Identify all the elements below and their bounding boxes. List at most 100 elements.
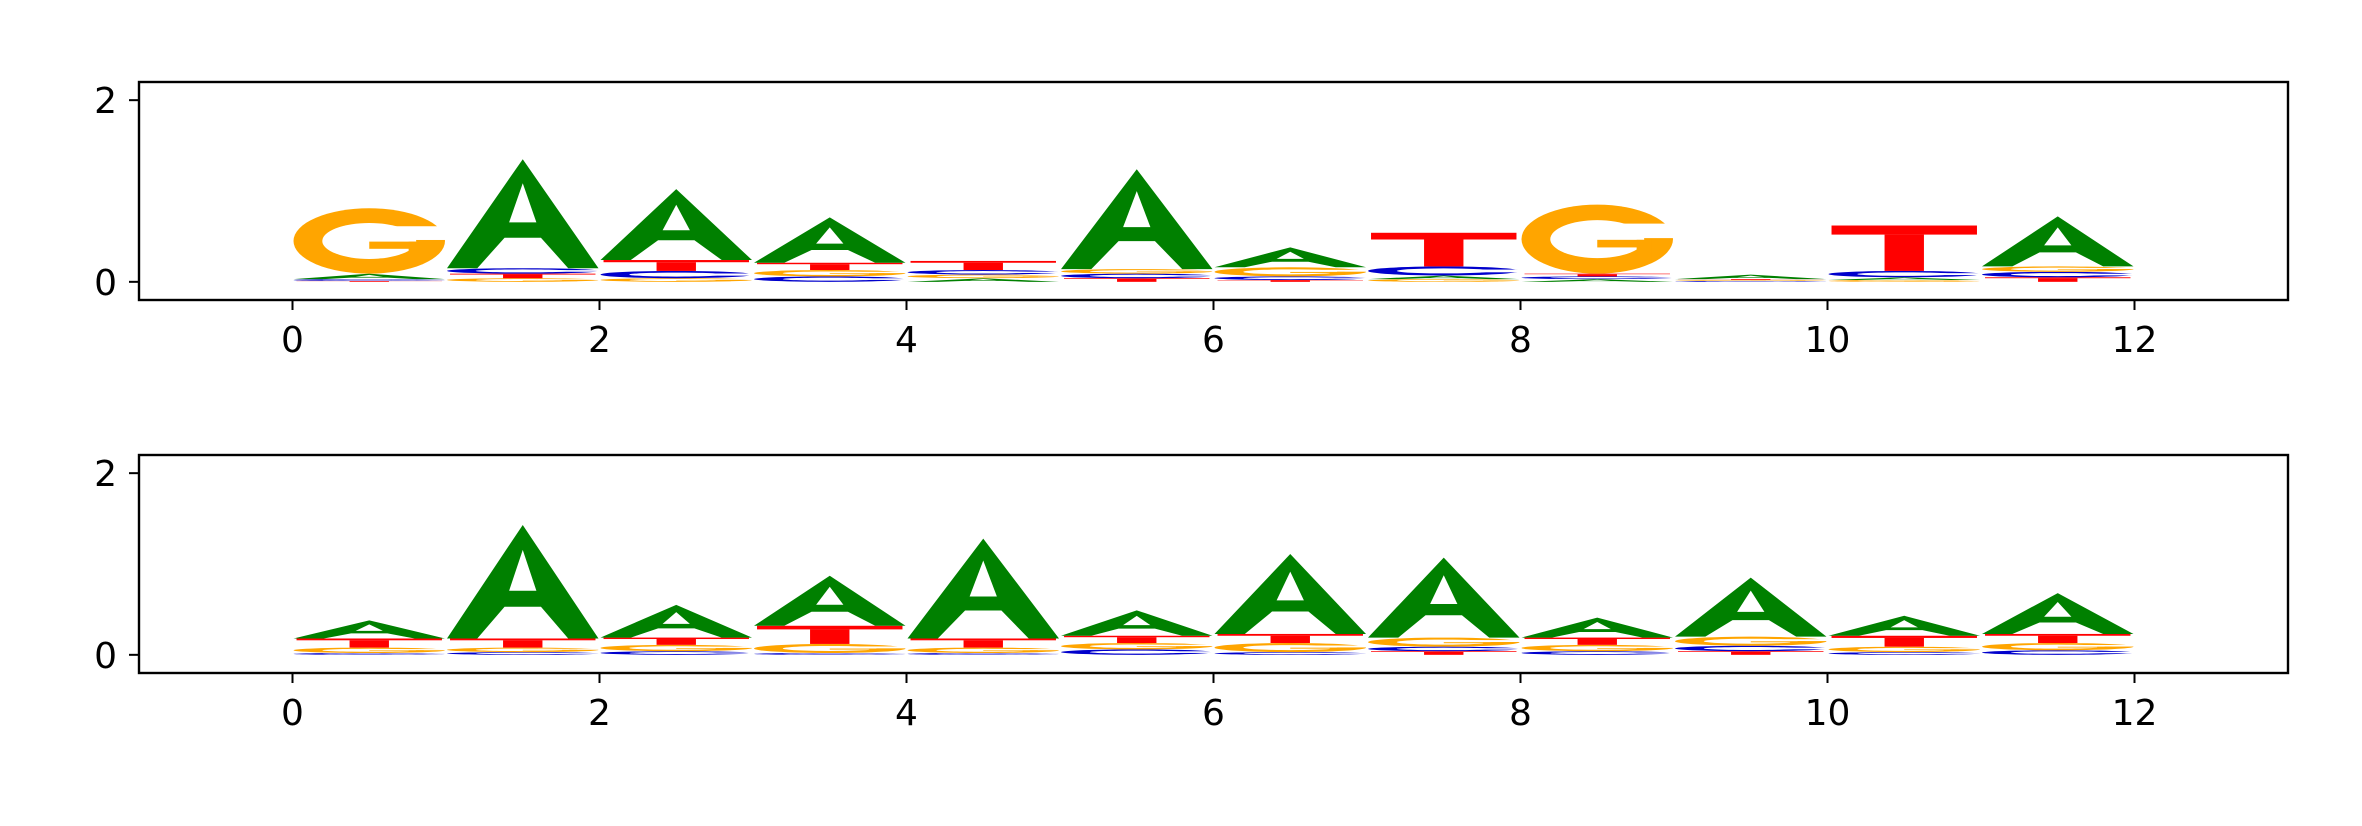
logo-letter-g [600, 278, 756, 282]
logo-letter-c [1982, 650, 2138, 655]
logo-letter-g [1368, 279, 1524, 282]
y-tick-label: 0 [94, 263, 117, 304]
logo-letter-a [1828, 277, 1980, 281]
logo-letter-c [1368, 266, 1524, 276]
logo-letter-c [600, 270, 756, 279]
logo-letter-c [754, 653, 910, 655]
logo-letter-t [603, 637, 749, 645]
x-tick-label: 8 [1509, 320, 1532, 361]
logo-letter-g [754, 270, 910, 277]
logo-letter-t [1064, 278, 1210, 282]
logo-letter-c [1061, 273, 1217, 279]
x-tick-label: 12 [2112, 693, 2158, 734]
logo-letter-g [293, 208, 449, 274]
logo-letter-g [1214, 643, 1370, 653]
logo-letter-t [450, 273, 596, 279]
logo-letter-c [907, 653, 1063, 655]
logo-letter-c [1061, 649, 1217, 655]
logo-letter-c [600, 651, 756, 655]
logo-letter-c [1982, 271, 2138, 278]
logo-letter-t [1371, 651, 1517, 655]
x-tick-label: 4 [895, 693, 918, 734]
logo-letter-a [600, 604, 752, 638]
logo-letter-c [1828, 270, 1984, 278]
logo-letter-a [1061, 169, 1213, 270]
logo-panel-top: 0 2 4 6 8 10 12 0 2 [94, 80, 2290, 361]
x-tick-label: 10 [1805, 693, 1851, 734]
logo-letter-g [1214, 267, 1370, 277]
logo-letter-g [1368, 637, 1524, 647]
logo-letter-a [1214, 247, 1366, 268]
logo-letter-c [754, 276, 910, 282]
logo-letter-c [1214, 652, 1370, 655]
logo-letter-c [1828, 652, 1984, 655]
logo-letter-t [1831, 225, 1977, 271]
logo-panel-bottom: 0 2 4 6 8 10 12 0 2 [94, 453, 2290, 734]
logo-letter-t [1217, 633, 1363, 644]
logo-letter-a [1828, 615, 1980, 636]
y-tick-label: 2 [94, 81, 117, 122]
logo-letter-t [1217, 280, 1363, 282]
logo-letter-t [757, 262, 903, 271]
logo-letter-g [1061, 269, 1217, 274]
logo-letter-a [1214, 554, 1366, 634]
logo-letter-c [1521, 276, 1677, 280]
logo-letter-t [910, 638, 1056, 648]
logo-letter-a [1982, 216, 2134, 267]
x-tick-label: 8 [1509, 693, 1532, 734]
logo-letter-t [910, 260, 1056, 271]
logo-letter-a [1368, 275, 1520, 280]
logo-letter-g [907, 647, 1063, 654]
x-tick-label: 10 [1805, 320, 1851, 361]
logo-letter-a [754, 217, 906, 263]
logo-letter-a [1521, 617, 1673, 638]
logo-letter-a [1061, 610, 1213, 636]
logo-letter-t [1371, 232, 1517, 267]
x-tick-label: 6 [1202, 320, 1225, 361]
logo-letter-g [1828, 646, 1984, 653]
x-tick-label: 0 [281, 693, 304, 734]
logo-letter-g [1521, 204, 1677, 274]
logo-letter-g [754, 643, 910, 654]
logo-letter-a [907, 538, 1059, 639]
logo-letter-a [447, 159, 599, 269]
logo-letter-c [447, 652, 603, 655]
x-tick-label: 0 [281, 320, 304, 361]
logo-letter-t [1524, 273, 1670, 277]
logo-letter-c [293, 279, 449, 281]
logo-letter-c [1368, 646, 1524, 652]
logo-letter-t [1831, 635, 1977, 647]
logo-letter-g [1675, 636, 1831, 646]
logo-letter-a [1368, 557, 1520, 638]
x-tick-label: 12 [2112, 320, 2158, 361]
logo-letter-a [1982, 593, 2134, 634]
logo-letter-g [1061, 643, 1217, 650]
logo-letters [293, 524, 2138, 655]
logo-letter-t [1524, 637, 1670, 645]
logo-letter-t [1678, 279, 1824, 281]
logo-letter-a [600, 189, 752, 261]
logo-letter-c [1214, 276, 1370, 281]
x-tick-label: 2 [588, 693, 611, 734]
logo-letter-t [757, 625, 903, 644]
x-tick-label: 4 [895, 320, 918, 361]
logo-letter-g [447, 278, 603, 282]
logo-letter-t [1678, 651, 1824, 655]
logo-letter-a [907, 278, 1059, 282]
logo-letters [293, 159, 2138, 282]
logo-letter-g [1521, 644, 1677, 652]
logo-letter-a [1675, 577, 1827, 637]
logo-letter-c [447, 268, 603, 274]
logo-letter-a [1521, 279, 1673, 282]
logo-letter-a [293, 273, 445, 280]
logo-letter-g [1675, 280, 1831, 281]
logo-letter-g [447, 647, 603, 653]
logo-letter-t [1064, 635, 1210, 644]
logo-letter-c [1675, 280, 1831, 282]
logo-letter-a [754, 575, 906, 626]
y-tick-label: 2 [94, 454, 117, 495]
logo-letter-g [1982, 266, 2138, 272]
logo-letter-g [1828, 280, 1984, 282]
logo-letter-c [907, 270, 1063, 275]
